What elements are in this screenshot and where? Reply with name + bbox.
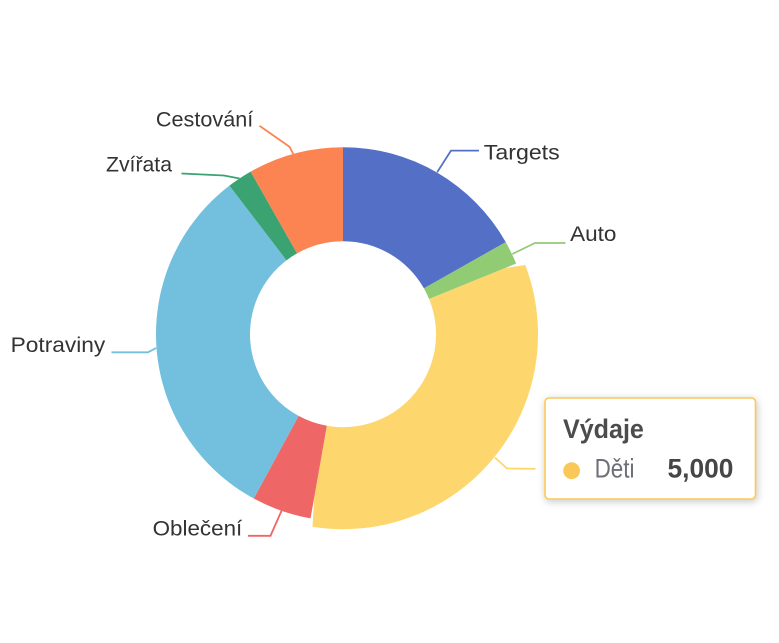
svg-text:Cestování: Cestování [156,108,254,131]
svg-text:5,000: 5,000 [668,454,734,484]
svg-text:Oblečení: Oblečení [153,518,243,541]
svg-text:Výdaje: Výdaje [563,414,644,444]
svg-text:Potraviny: Potraviny [11,334,106,357]
svg-text:Děti: Děti [595,454,635,484]
svg-text:Targets: Targets [484,141,560,164]
svg-text:Zvířata: Zvířata [106,154,172,177]
svg-text:Auto: Auto [570,223,616,246]
